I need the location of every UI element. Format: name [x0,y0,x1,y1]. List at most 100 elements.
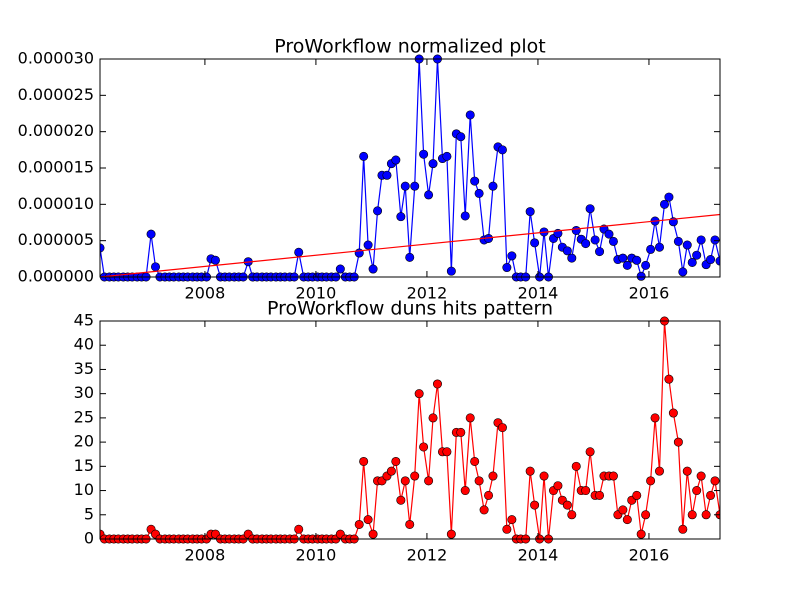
point [428,413,438,423]
point [706,490,716,500]
y-tick-label: 0.000020 [18,121,94,140]
point [359,456,369,466]
y-tick-label: 15 [74,456,94,475]
point [446,266,456,276]
point [632,255,642,265]
point [497,423,507,433]
point [687,257,697,267]
point [502,524,512,534]
point [567,253,577,263]
point [424,190,434,200]
point [664,192,674,202]
point [525,207,535,217]
point [668,408,678,418]
point [654,242,664,252]
point [622,515,632,525]
point [710,476,720,486]
x-tick-label: 2008 [185,284,226,303]
x-tick-label: 2008 [185,546,226,565]
point [567,510,577,520]
point [571,225,581,235]
y-tick-label: 0.000015 [18,158,94,177]
point [488,471,498,481]
x-tick-label: 2012 [407,546,448,565]
point [678,267,688,277]
x-tick-label: 2012 [407,284,448,303]
x-tick-label: 2014 [518,546,559,565]
y-tick-label: 35 [74,359,94,378]
point [151,262,161,272]
y-tick-label: 0.000010 [18,194,94,213]
point [410,471,420,481]
point [622,260,632,270]
point [641,260,651,270]
point [507,515,517,525]
axes-frame [99,320,721,540]
point [692,486,702,496]
point [595,247,605,257]
point [386,466,396,476]
y-tick-label: 10 [74,480,94,499]
chart-title: ProWorkflow normalized plot [274,36,545,58]
point [706,255,716,265]
plot-area [100,316,720,544]
point [460,486,470,496]
point [294,524,304,534]
point [687,510,697,520]
point [673,437,683,447]
point [414,389,424,399]
point [507,251,517,261]
point [530,500,540,510]
point [696,471,706,481]
point [664,374,674,384]
point [382,170,392,180]
point [446,529,456,539]
point [442,447,452,457]
point [359,151,369,161]
point [590,235,600,245]
point [363,240,373,250]
y-tick-label: 30 [74,383,94,402]
point [562,500,572,510]
point [488,181,498,191]
point [405,519,415,529]
point [502,263,512,273]
point [618,253,628,263]
point [419,149,429,159]
y-tick-label: 0.000025 [18,85,94,104]
point [595,490,605,500]
point [470,176,480,186]
point [673,236,683,246]
point [646,244,656,254]
point [405,252,415,262]
y-tick-label: 45 [74,311,94,330]
point [701,510,711,520]
point [581,239,591,249]
point [410,181,420,191]
plot-area [100,54,720,282]
point [484,490,494,500]
y-tick-label: 25 [74,407,94,426]
point [442,151,452,161]
x-tick-label: 2016 [629,284,670,303]
x-tick-label: 2010 [296,284,337,303]
point [618,505,628,515]
point [682,466,692,476]
chart-title: ProWorkflow duns hits pattern [267,298,553,320]
point [396,212,406,222]
point [424,476,434,486]
point [368,264,378,274]
point [354,519,364,529]
point [608,236,618,246]
point [465,413,475,423]
point [210,255,220,265]
point [678,524,688,534]
y-tick-label: 20 [74,432,94,451]
point [373,206,383,216]
point [396,495,406,505]
point [604,229,614,239]
point [497,145,507,155]
y-tick-label: 5 [84,504,94,523]
point [363,515,373,525]
